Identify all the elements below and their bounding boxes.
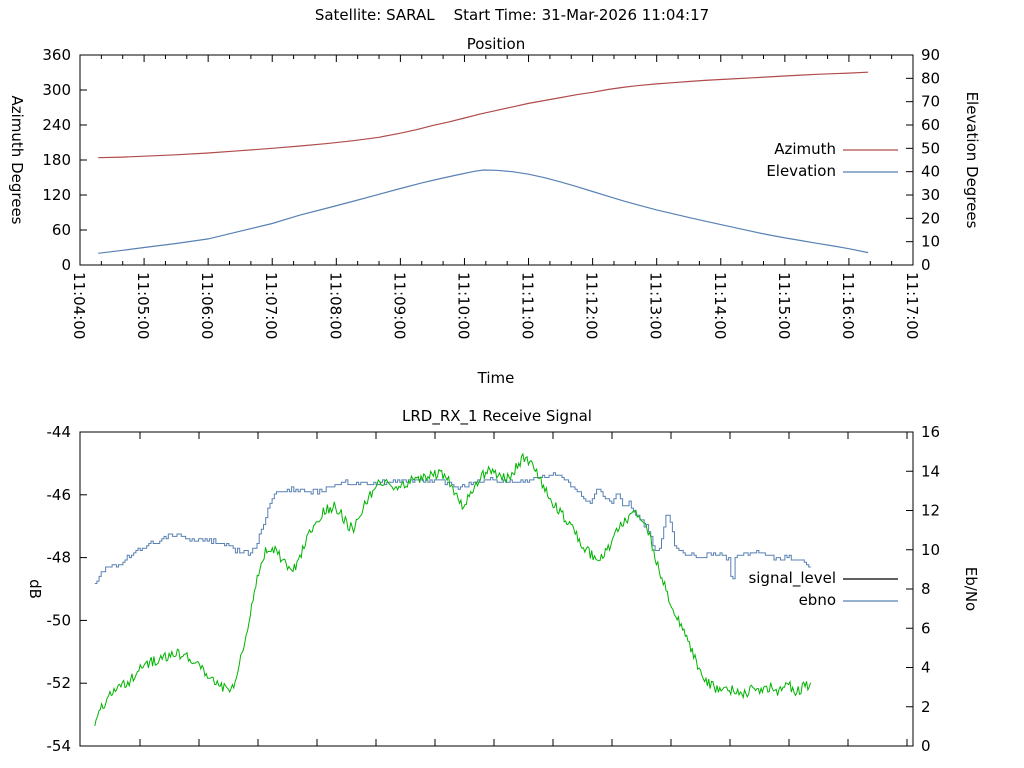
x-tick-label: 11:04:00 — [70, 272, 88, 339]
legend-label-elevation: Elevation — [766, 162, 836, 180]
x-tick-label: 11:14:00 — [711, 272, 729, 339]
generated-plot-content: 11:04:00 11:05:00 11:06:00 11:07:00 11:08:00… — [42, 46, 940, 755]
y-left-tick-label: 0 — [61, 256, 71, 274]
legend-label-azimuth: Azimuth — [774, 140, 836, 158]
y-left-tick-label: 300 — [42, 81, 71, 99]
ebno-curve — [94, 472, 811, 584]
y-left-tick-label: 180 — [42, 151, 71, 169]
y-right-tick-label: 0 — [921, 737, 931, 755]
y-right-tick-label: 10 — [921, 541, 940, 559]
y-right-tick-label: 12 — [921, 502, 940, 520]
y-left-tick-label: -48 — [47, 549, 72, 567]
db-axis-label: dB — [26, 579, 44, 599]
receive-signal-chart-title: LRD_RX_1 Receive Signal — [402, 407, 592, 426]
y-left-tick-label: -54 — [47, 737, 72, 755]
y-right-tick-label: 4 — [921, 659, 931, 677]
x-tick-label: 11:09:00 — [390, 272, 408, 339]
y-left-tick-label: 120 — [42, 186, 71, 204]
y-left-tick-label: -44 — [47, 423, 72, 441]
y-right-tick-label: 40 — [921, 163, 940, 181]
x-tick-label: 11:11:00 — [519, 272, 537, 339]
y-left-tick-label: -50 — [47, 611, 72, 629]
y-right-tick-label: 16 — [921, 423, 940, 441]
y-right-tick-label: 70 — [921, 93, 940, 111]
y-right-tick-label: 8 — [921, 580, 931, 598]
position-chart-title: Position — [467, 35, 525, 53]
x-tick-label: 11:08:00 — [326, 272, 344, 339]
x-tick-label: 11:06:00 — [198, 272, 216, 339]
time-axis-label: Time — [477, 369, 515, 387]
y-right-tick-label: 50 — [921, 139, 940, 157]
main-title: Satellite: SARAL Start Time: 31-Mar-2026… — [315, 6, 709, 24]
x-tick-label: 11:07:00 — [262, 272, 280, 339]
y-left-tick-label: 240 — [42, 116, 71, 134]
y-left-tick-label: -52 — [47, 674, 72, 692]
y-right-tick-label: 20 — [921, 209, 940, 227]
y-right-tick-label: 60 — [921, 116, 940, 134]
x-tick-label: 11:17:00 — [903, 272, 921, 339]
elevation-axis-label: Elevation Degrees — [963, 92, 981, 229]
y-left-tick-label: -46 — [47, 486, 72, 504]
position-plot-border — [79, 54, 914, 266]
signal-level-curve — [94, 452, 812, 727]
legend-label-ebno: ebno — [799, 591, 836, 609]
y-left-tick-label: 360 — [42, 46, 71, 64]
x-tick-label: 11:13:00 — [647, 272, 665, 339]
azimuth-curve — [98, 71, 869, 159]
y-right-tick-label: 30 — [921, 186, 940, 204]
y-right-tick-label: 0 — [921, 256, 931, 274]
y-right-tick-label: 14 — [921, 462, 940, 480]
y-right-tick-label: 2 — [921, 698, 931, 716]
y-right-tick-label: 10 — [921, 233, 940, 251]
legend-label-signal-level: signal_level — [748, 569, 836, 588]
x-tick-label: 11:10:00 — [454, 272, 472, 339]
y-left-tick-label: 60 — [52, 221, 71, 239]
x-tick-label: 11:05:00 — [134, 272, 152, 339]
ebno-axis-label: Eb/No — [962, 567, 980, 611]
y-right-tick-label: 6 — [921, 619, 931, 637]
elevation-curve — [98, 169, 869, 254]
x-tick-label: 11:15:00 — [775, 272, 793, 339]
x-tick-label: 11:12:00 — [583, 272, 601, 339]
y-right-tick-label: 80 — [921, 69, 940, 87]
x-tick-label: 11:16:00 — [839, 272, 857, 339]
azimuth-axis-label: Azimuth Degrees — [8, 96, 26, 225]
y-right-tick-label: 90 — [921, 46, 940, 64]
